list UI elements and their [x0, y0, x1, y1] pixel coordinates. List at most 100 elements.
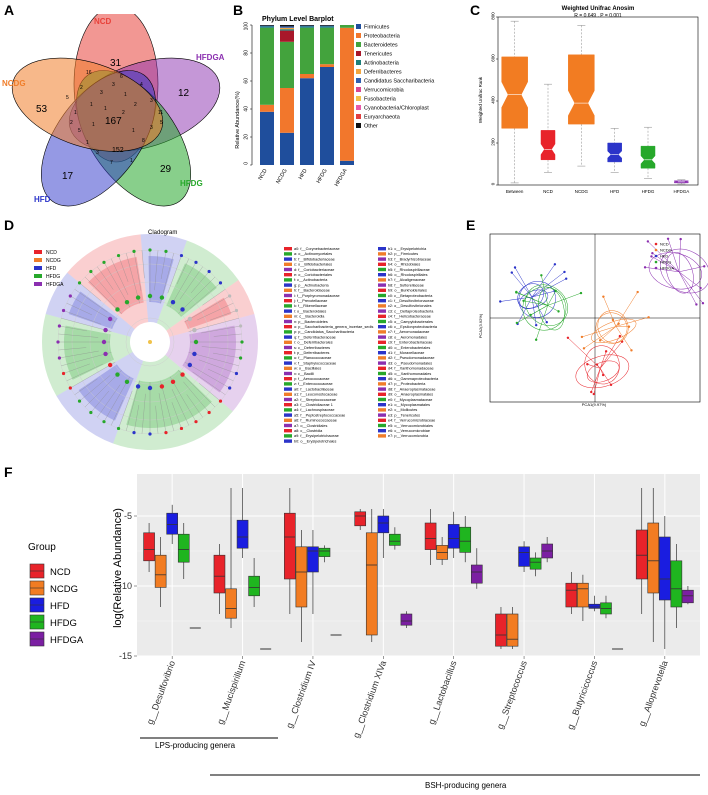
anosim-category-label: NCD: [543, 189, 553, 194]
pca-spoke-HFD: [517, 296, 533, 325]
taxa-legend-label: r: o__Deferribacterales: [294, 341, 333, 345]
pca-spoke-HFD: [531, 264, 556, 298]
venn-count-small: 8: [142, 138, 145, 144]
clade-branch: [178, 370, 216, 408]
clade-node: [147, 293, 153, 299]
clade-node: [102, 260, 106, 264]
pca-point-HFDGA: [695, 303, 698, 306]
clade-node: [77, 281, 82, 285]
barplot-legend-label: Candidatus Saccharibacteria: [364, 79, 435, 85]
taxa-legend-swatch: [378, 309, 386, 313]
taxa-legend-label: e4: f__Verrucomicrobiaceae: [388, 419, 435, 423]
genera-box-NCD: [354, 511, 367, 527]
venn-count-small: 3: [100, 90, 103, 96]
clade-node: [164, 431, 168, 435]
taxa-legend-swatch: [378, 413, 386, 417]
venn-count-small: 3: [150, 98, 153, 104]
taxa-legend-swatch: [284, 413, 292, 417]
pca-spoke-NCDG: [615, 291, 638, 327]
clade-node: [135, 295, 141, 300]
clade-node: [179, 426, 184, 431]
pca-point-HFDGA: [701, 301, 705, 305]
clade-branch: [154, 250, 159, 291]
pca-point-HFDGA: [646, 240, 650, 243]
taxa-legend-swatch: [284, 278, 292, 282]
bar-segment-HFDGA-2: [340, 25, 354, 28]
taxa-legend-label: e0: f__Mycoplasmataceae: [388, 398, 432, 402]
genera-box-HFDGA: [400, 613, 413, 626]
clade-node: [193, 339, 199, 345]
anosim-category-label: Between: [506, 189, 524, 194]
genera-box-NCD: [565, 582, 578, 608]
clade-branch: [79, 282, 102, 301]
venn-count-small: 2: [134, 102, 137, 108]
pca-ellipse-HFDGA: [648, 252, 702, 290]
clade-branch: [213, 352, 241, 359]
clade-subsector: [148, 256, 174, 304]
panel-label-d: D: [4, 217, 15, 233]
barplot-legend-swatch: [356, 96, 361, 101]
cladogram-title: Cladogram: [148, 230, 177, 236]
venn-count-all: 167: [105, 116, 122, 127]
clade-legend-swatch: [34, 258, 42, 262]
clade-branch: [160, 253, 174, 304]
pca-point-HFD: [545, 321, 548, 324]
bar-segment-NCDG-0: [280, 132, 294, 165]
clade-branch: [103, 376, 131, 422]
clade-branch: [66, 302, 93, 316]
clade-branch: [186, 394, 203, 418]
clade-node: [68, 294, 72, 298]
pca-point-NCDG: [647, 316, 650, 319]
pca-point-NCDG: [611, 318, 615, 322]
clade-subsector: [88, 257, 144, 315]
barplot-y-tick-label: 100: [244, 22, 250, 31]
taxa-legend-swatch: [378, 408, 386, 412]
taxa-legend-swatch: [378, 403, 386, 407]
taxa-legend-label: o: p__Saccharibacteria_genera_incertae_s…: [294, 325, 373, 329]
pca-point-HFDG: [557, 310, 560, 313]
taxa-legend-swatch: [284, 247, 292, 251]
taxa-legend-label: i: f__Porphyromonadaceae: [294, 294, 340, 298]
taxa-legend-label: b0: o__Erysipelotrichales: [294, 439, 337, 443]
genera-box-NCDG: [647, 522, 660, 594]
genera-box-HFDGA: [470, 564, 483, 584]
clade-node: [228, 294, 232, 298]
pca-point-HFDG: [554, 289, 557, 293]
pca-point-NCD: [586, 363, 589, 366]
clade-node: [239, 356, 243, 360]
pca-point-HFDGA: [651, 251, 654, 255]
taxa-legend-swatch: [284, 408, 292, 412]
barplot-legend-swatch: [356, 114, 361, 119]
clade-branch: [191, 271, 210, 294]
taxa-legend-swatch: [378, 429, 386, 433]
clade-branch: [188, 352, 239, 366]
taxa-legend-swatch: [284, 439, 292, 443]
pca-point-NCD: [618, 334, 622, 338]
clade-branch: [103, 262, 131, 308]
clade-branch: [141, 250, 145, 279]
clade-branch: [179, 266, 203, 300]
pca-ellipse-HFDG: [522, 286, 567, 331]
venn-count-small: 2: [70, 120, 73, 126]
pca-point-HFDG: [579, 291, 583, 295]
taxa-legend-label: d6: c__Gammaproteobacteria: [388, 377, 439, 381]
genera-box-HFD: [518, 546, 530, 567]
taxa-legend-label: a5: f__Peptostreptococcaceae: [294, 413, 345, 417]
taxa-legend-swatch: [378, 267, 386, 272]
genera-box-NCD: [213, 554, 226, 594]
taxa-legend-swatch: [284, 403, 292, 407]
taxa-legend-label: t: p__Deferribacteres: [294, 351, 330, 355]
taxa-legend-label: a4: f__Lachnospiraceae: [294, 408, 335, 412]
clade-branch: [141, 393, 146, 434]
pca-point-HFDGA: [666, 237, 670, 240]
taxa-legend-swatch: [378, 366, 386, 370]
pca-legend-dot: [654, 266, 658, 270]
taxa-legend-label: h: f__Bacteroidaceae: [294, 289, 330, 293]
clade-branch: [197, 302, 234, 321]
clade-sector: [113, 354, 233, 450]
clade-node: [124, 299, 130, 305]
genera-category-label: g__Alloprevotella: [637, 659, 670, 727]
clade-node: [102, 420, 106, 424]
taxa-legend-swatch: [284, 262, 292, 266]
genera-box-HFD: [447, 524, 460, 549]
